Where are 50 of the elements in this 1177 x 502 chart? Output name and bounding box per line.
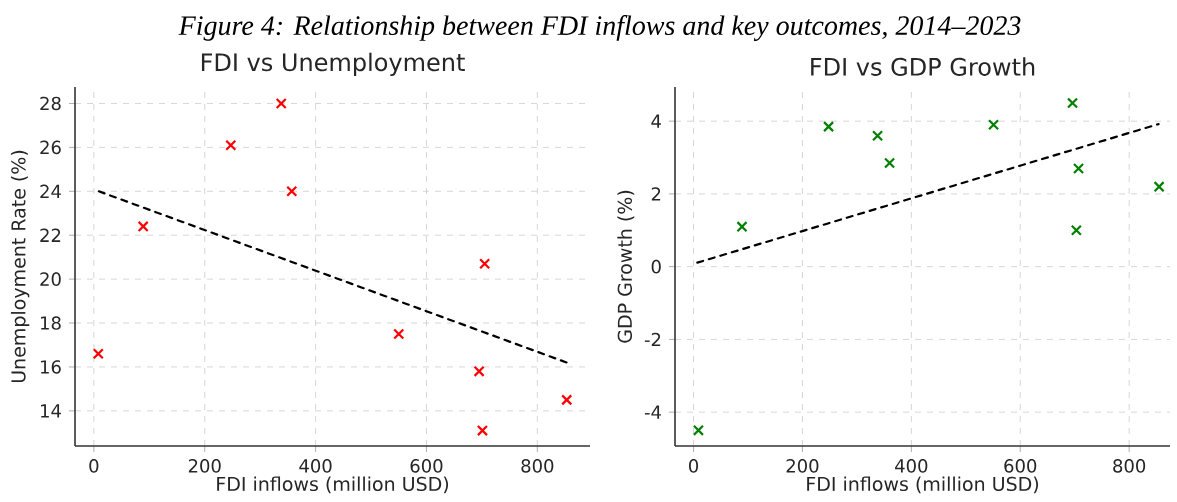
y-tick-label: 26 — [40, 140, 61, 155]
point — [92, 348, 104, 360]
x-tick-label: 400 — [299, 459, 332, 473]
x-tick-label: 200 — [188, 459, 221, 473]
chart-title: FDI vs Unemployment — [201, 52, 465, 76]
y-tick-label: 28 — [40, 96, 61, 111]
y-tick-label: 18 — [41, 316, 61, 330]
point — [275, 97, 287, 110]
point — [1070, 224, 1082, 236]
point — [987, 119, 1000, 131]
point — [1153, 181, 1165, 193]
point — [822, 121, 835, 133]
y-tick-label: 22 — [40, 228, 61, 242]
y-tick-label: 14 — [41, 404, 61, 418]
point — [561, 394, 573, 406]
point — [883, 157, 896, 169]
y-tick-label: -2 — [644, 332, 661, 347]
y-tick-label: 0 — [651, 259, 661, 274]
y-axis-title: GDP Growth (%) — [617, 190, 635, 343]
point — [225, 139, 237, 151]
point — [393, 328, 405, 340]
x-axis-title: FDI inflows (million USD) — [217, 476, 449, 494]
point — [286, 185, 298, 197]
chart-title: FDI vs GDP Growth — [811, 57, 1035, 76]
x-tick-label: 600 — [1004, 459, 1037, 473]
point — [137, 220, 149, 233]
point — [736, 221, 748, 233]
point — [871, 130, 884, 142]
point — [476, 424, 489, 437]
x-tick-label: 0 — [89, 459, 99, 473]
y-tick-label: 20 — [40, 272, 61, 286]
y-tick-label: 2 — [651, 187, 661, 201]
point — [692, 424, 705, 436]
point — [1072, 162, 1085, 175]
x-tick-label: 800 — [521, 459, 554, 473]
point — [1066, 97, 1079, 109]
y-tick-label: 16 — [41, 360, 61, 374]
x-tick-label: 800 — [1113, 459, 1146, 473]
x-axis-title: FDI inflows (million USD) — [807, 476, 1039, 494]
y-axis-title: Unemployment Rate (%) — [10, 150, 30, 383]
y-tick-label: 4 — [651, 114, 661, 128]
point — [479, 258, 491, 270]
caption: Figure 4: Relationship between FDI inflows and key outcomes, 2014–2023 — [178, 15, 1021, 41]
y-tick-label: -4 — [644, 405, 661, 419]
x-tick-label: 0 — [688, 459, 699, 473]
x-tick-label: 200 — [786, 459, 819, 473]
y-tick-label: 24 — [40, 184, 61, 198]
x-tick-label: 600 — [410, 459, 443, 473]
x-tick-label: 400 — [895, 459, 928, 473]
point — [473, 365, 485, 377]
